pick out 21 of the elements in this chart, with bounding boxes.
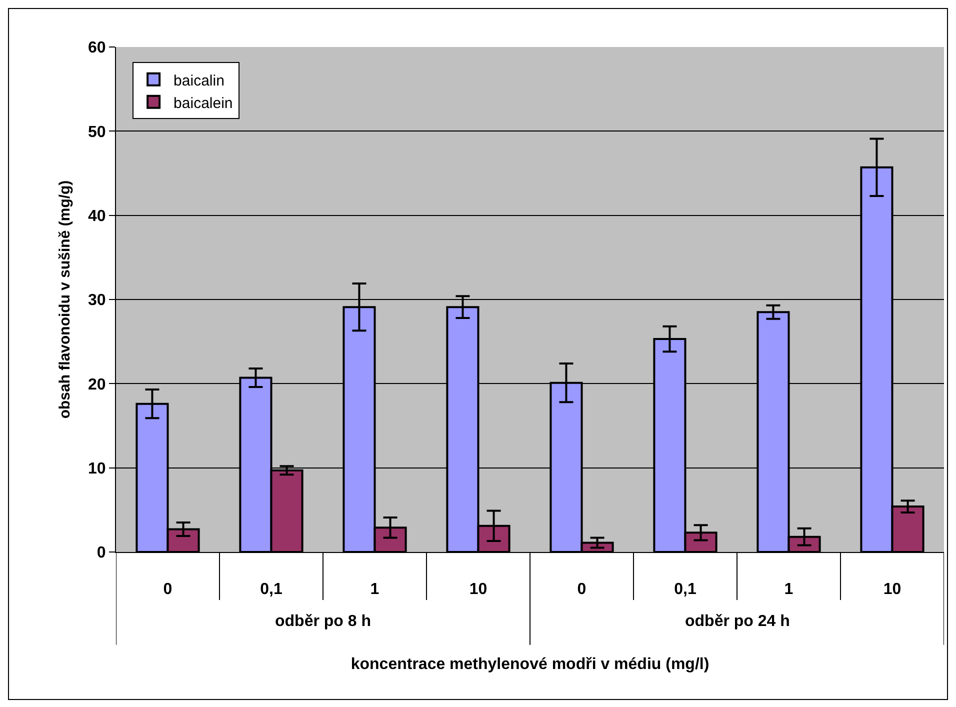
y-tick-label: 50	[88, 124, 106, 141]
text: odběr po 24 h	[685, 613, 790, 630]
x-tick-label: 0,1	[674, 581, 696, 598]
x-tick-label: 1	[370, 581, 380, 598]
x-tick-label: 10	[883, 581, 902, 598]
x-axis-title: koncentrace methylenové modři v médiu (mg/l)	[350, 656, 710, 673]
y-tick-label: 10	[88, 460, 106, 478]
x-tick-label: 0	[163, 581, 172, 598]
y-tick-label: 20	[88, 376, 106, 394]
x-tick-label: 10	[469, 581, 488, 598]
legend-label: baicalein	[174, 94, 233, 112]
y-tick-label: 30	[88, 292, 106, 310]
legend-label: baicalin	[174, 72, 224, 90]
y-tick-label: 0	[96, 544, 106, 562]
y-tick-label: 60	[88, 40, 106, 57]
y-axis-title: obsah flavonoidu v sušině (mg/g)	[56, 180, 74, 419]
y-tick-label: 40	[88, 208, 106, 225]
x-tick-label: 0,1	[260, 581, 282, 598]
x-tick-label: 1	[784, 581, 794, 598]
text: odběr po 8 h	[275, 613, 371, 630]
x-tick-label: 0	[577, 581, 586, 598]
